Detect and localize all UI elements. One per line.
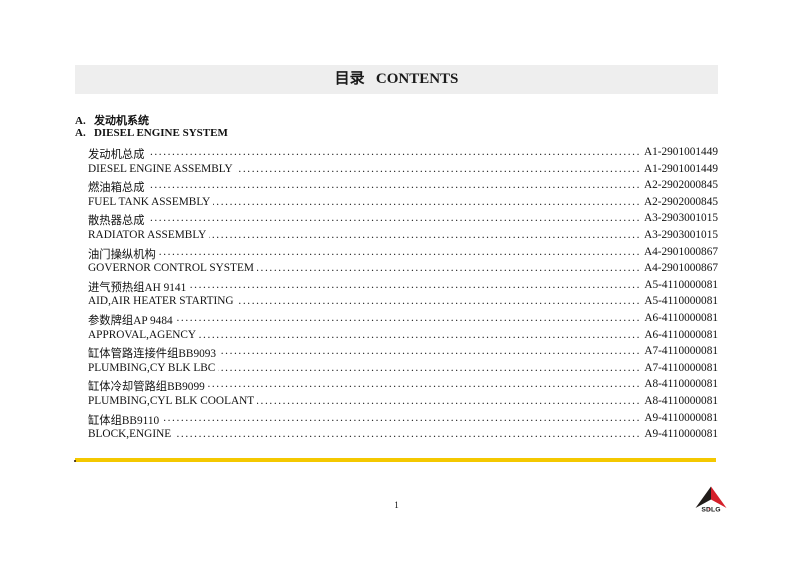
svg-text:SDLG: SDLG	[701, 506, 720, 512]
